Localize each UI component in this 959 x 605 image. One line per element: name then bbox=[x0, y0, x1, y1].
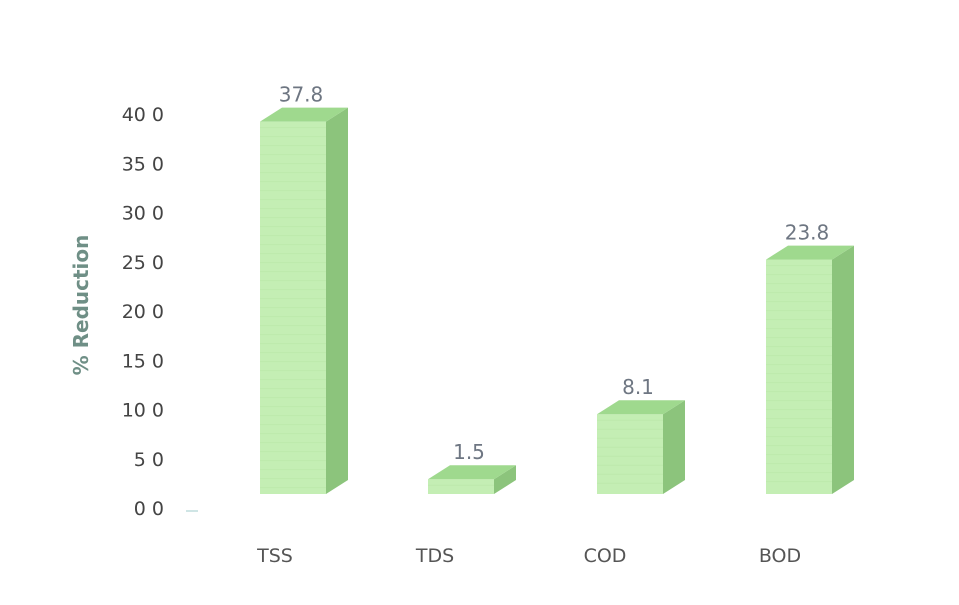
bar-front-face bbox=[766, 259, 832, 494]
bar-top-face bbox=[260, 107, 348, 122]
y-tick-label: 10 0 bbox=[122, 400, 164, 422]
y-tick-label: 15 0 bbox=[122, 350, 164, 372]
bar-front-face bbox=[428, 479, 494, 494]
data-label: 23.8 bbox=[785, 221, 830, 245]
y-tick-label: 20 0 bbox=[122, 301, 164, 323]
data-label: 37.8 bbox=[279, 83, 324, 107]
y-axis-label: % Reduction bbox=[69, 235, 93, 376]
bar-side-face bbox=[832, 245, 854, 494]
bar-side-face bbox=[663, 400, 685, 494]
data-label: 1.5 bbox=[453, 440, 485, 464]
y-axis-ticks: 0 0 5 0 10 0 15 0 20 0 25 0 30 0 35 0 40 0 bbox=[122, 104, 198, 520]
y-tick-label: 40 0 bbox=[122, 104, 164, 126]
y-tick-label: 30 0 bbox=[122, 203, 164, 225]
data-labels: 37.8 1.5 8.1 23.8 bbox=[279, 83, 830, 465]
x-tick-label: TSS bbox=[256, 545, 293, 567]
bar-side-face bbox=[326, 107, 348, 495]
y-tick-label: 25 0 bbox=[122, 252, 164, 274]
x-tick-label: COD bbox=[584, 545, 627, 567]
bar bbox=[597, 400, 685, 494]
bar bbox=[766, 245, 854, 494]
x-tick-label: BOD bbox=[759, 545, 801, 567]
bar-top-face bbox=[597, 400, 685, 415]
bars bbox=[260, 107, 854, 495]
bar-front-face bbox=[597, 414, 663, 494]
bar bbox=[428, 465, 516, 494]
y-tick-label: 5 0 bbox=[134, 449, 164, 471]
bar-top-face bbox=[428, 465, 516, 480]
bar-top-face bbox=[766, 245, 854, 260]
x-axis-tick-labels: TSS TDS COD BOD bbox=[256, 545, 801, 567]
bar-side-face bbox=[494, 465, 516, 494]
bar bbox=[260, 107, 348, 495]
y-tick-label: 0 0 bbox=[134, 498, 164, 520]
y-tick-label: 35 0 bbox=[122, 153, 164, 175]
x-tick-label: TDS bbox=[415, 545, 454, 567]
data-label: 8.1 bbox=[622, 375, 654, 399]
